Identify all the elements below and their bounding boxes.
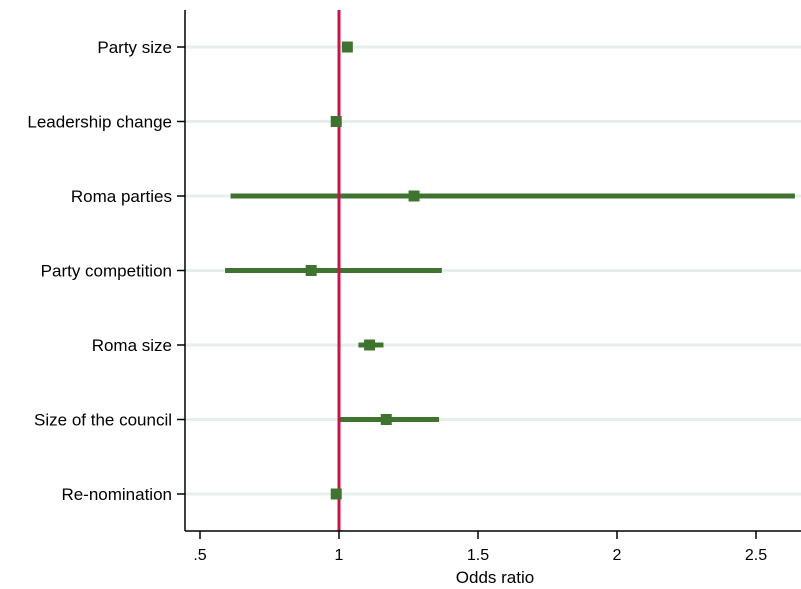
x-tick-label-0: .5 <box>193 547 206 564</box>
estimate-marker-6 <box>330 488 342 500</box>
category-label-1: Leadership change <box>27 113 172 132</box>
x-axis-title: Odds ratio <box>456 568 534 587</box>
category-label-6: Re-nomination <box>61 485 172 504</box>
x-tick-label-3: 2 <box>613 547 622 564</box>
estimate-markers <box>305 41 420 500</box>
estimate-marker-1 <box>330 116 342 127</box>
x-tick-label-2: 1.5 <box>467 547 489 564</box>
estimate-marker-5 <box>380 414 392 425</box>
estimate-marker-2 <box>408 190 420 202</box>
category-labels: Party size Leadership change Roma parties P… <box>27 38 185 504</box>
category-label-4: Roma size <box>92 336 172 355</box>
estimate-marker-0 <box>341 41 353 53</box>
x-tick-label-4: 2.5 <box>745 547 767 564</box>
x-tick-label-1: 1 <box>335 547 344 564</box>
category-label-5: Size of the council <box>34 411 172 430</box>
estimate-marker-3 <box>305 265 317 276</box>
category-label-2: Roma parties <box>71 187 172 206</box>
category-label-0: Party size <box>97 38 172 57</box>
estimate-marker-4 <box>364 339 376 351</box>
category-label-3: Party competition <box>41 262 172 281</box>
x-ticks: .5 1 1.5 2 2.5 <box>193 531 767 564</box>
